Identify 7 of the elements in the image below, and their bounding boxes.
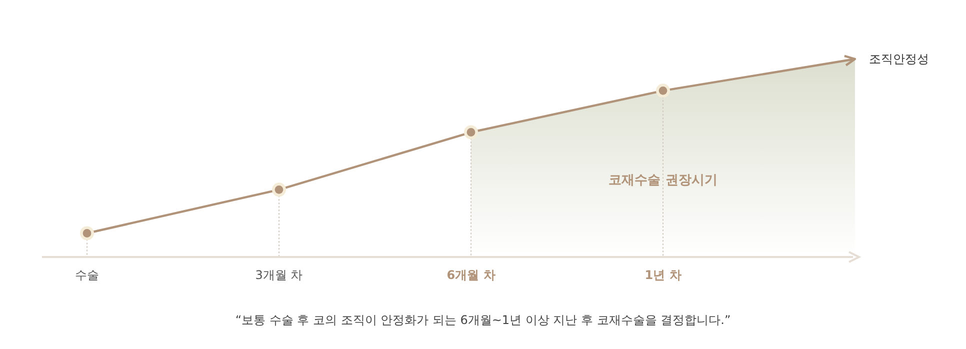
annotation: 코재수술 권장시기 (608, 173, 718, 188)
x-tick-label: 6개월 차 (446, 268, 496, 282)
y-axis-title: 조직안정성 (869, 52, 929, 66)
x-tick-label: 3개월 차 (255, 268, 303, 282)
text: “보통 수술 후 코의 조직이 안정화가 되는 6개월~1년 이상 지난 후 코재수술을 결정합니다.” (235, 313, 731, 327)
x-tick-label: 수술 (75, 268, 99, 282)
x-tick-label: 1년 차 (644, 268, 682, 282)
